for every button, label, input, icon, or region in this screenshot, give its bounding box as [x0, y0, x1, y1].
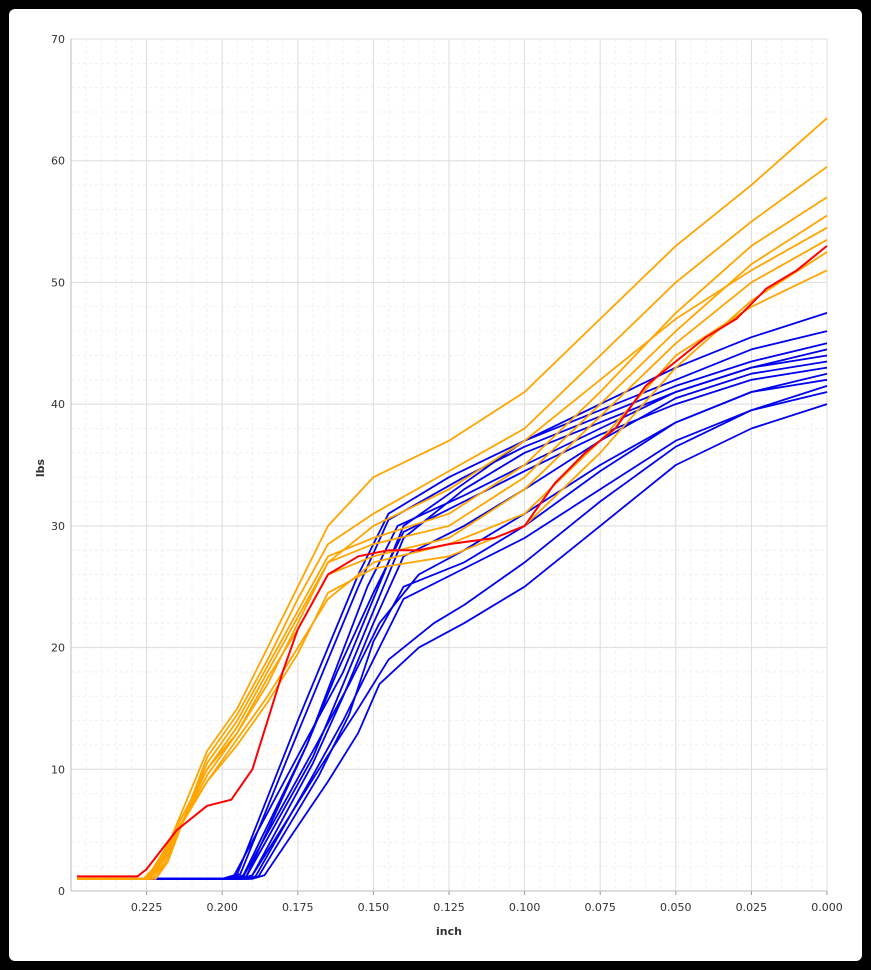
blue-series-line-1 — [77, 354, 828, 880]
orange-series-line-4 — [77, 196, 828, 880]
blue-series-line-8 — [77, 330, 828, 880]
chart-svg: 0.225 0.200 0.175 0.150 0.125 0.100 0.075 0.050… — [34, 33, 843, 938]
orange-series-line-7 — [77, 251, 828, 880]
x-tick-label: 0.075 — [584, 901, 616, 914]
blue-series-line-4 — [77, 342, 828, 880]
x-tick-label: 0.175 — [282, 901, 314, 914]
chart-card: 0.225 0.200 0.175 0.150 0.125 0.100 0.075 0.050… — [9, 9, 862, 961]
x-tick-label: 0.200 — [206, 901, 238, 914]
x-tick-label: 0.025 — [736, 901, 768, 914]
orange-series-line-2 — [77, 117, 828, 880]
orange-series-line-5 — [77, 239, 828, 880]
tick-labels: 0.225 0.200 0.175 0.150 0.125 0.100 0.075 0.050… — [51, 33, 843, 914]
y-tick-label: 0 — [58, 885, 65, 898]
orange-series-line-3 — [77, 269, 828, 880]
orange-series-line-6 — [77, 166, 828, 880]
plot-area — [77, 117, 828, 880]
y-tick-label: 50 — [51, 276, 65, 289]
y-tick-label: 30 — [51, 520, 65, 533]
x-tick-label: 0.225 — [131, 901, 163, 914]
y-tick-label: 10 — [51, 763, 65, 776]
blue-series-line-10 — [77, 348, 828, 880]
y-tick-label: 20 — [51, 642, 65, 655]
orange-series-line-1 — [77, 226, 828, 880]
blue-series-line-5 — [77, 403, 828, 880]
y-tick-label: 70 — [51, 33, 65, 46]
x-tick-label: 0.125 — [433, 901, 465, 914]
orange-series-line-8 — [77, 214, 828, 880]
red-series-line-1 — [77, 245, 828, 878]
x-tick-label: 0.000 — [811, 901, 843, 914]
x-tick-label: 0.150 — [358, 901, 390, 914]
y-tick-label: 40 — [51, 398, 65, 411]
blue-series-line-9 — [77, 378, 828, 880]
y-axis-label: lbs — [34, 458, 47, 477]
blue-series-line-12 — [77, 366, 828, 880]
y-tick-label: 60 — [51, 155, 65, 168]
axes — [70, 39, 828, 895]
blue-series-line-11 — [77, 385, 828, 880]
x-tick-label: 0.050 — [660, 901, 692, 914]
major-grid — [71, 38, 828, 892]
x-axis-label: inch — [436, 925, 462, 938]
x-tick-label: 0.100 — [509, 901, 541, 914]
